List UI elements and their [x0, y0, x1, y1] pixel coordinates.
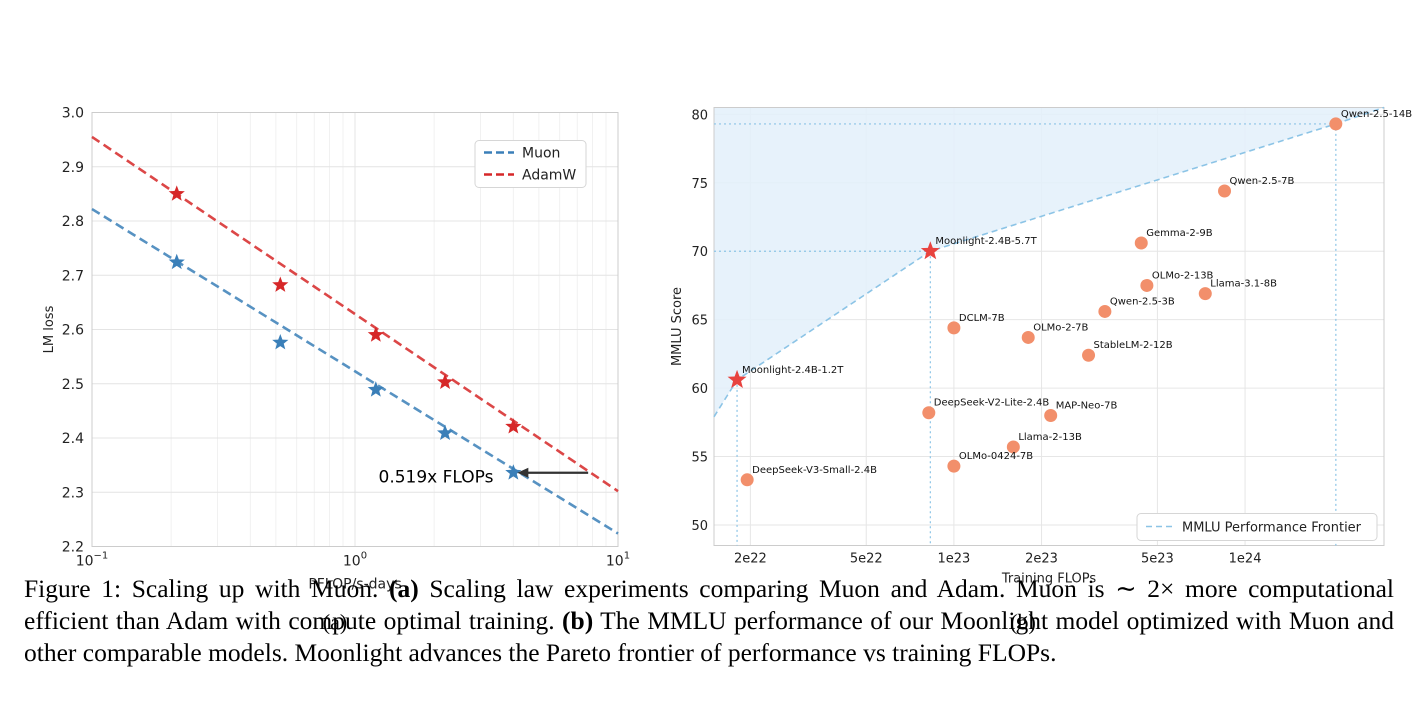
caption-prefix: Figure 1: Scaling up with Muon.	[24, 574, 389, 603]
data-point-adamw	[436, 373, 454, 389]
model-point	[1329, 117, 1343, 131]
legend: Muon AdamW	[474, 140, 587, 188]
x-axis-label: PFLOP/s-days	[308, 577, 401, 593]
x-tick-label: 100	[343, 551, 367, 570]
point-label: Moonlight-2.4B-5.7T	[935, 236, 1037, 247]
legend-label-frontier: MMLU Performance Frontier	[1182, 521, 1362, 536]
point-label: OLMo-2-7B	[1033, 322, 1088, 333]
model-point	[1021, 330, 1035, 344]
moonlight-star-point	[727, 369, 747, 388]
point-label: Moonlight-2.4B-1.2T	[742, 365, 844, 376]
point-label: OLMo-2-13B	[1152, 270, 1214, 281]
y-tick-label: 3.0	[62, 106, 84, 122]
caption-approx: ∼ 2×	[1115, 574, 1175, 603]
caption-a-label: (a)	[388, 574, 419, 603]
caption-a-text2: more computational efficient than Adam w…	[24, 574, 1394, 635]
y-tick-label: 50	[691, 519, 708, 534]
point-label: Llama-3.1-8B	[1210, 279, 1277, 290]
y-tick-label: 80	[691, 108, 708, 123]
data-point-muon	[367, 381, 384, 397]
model-point	[1098, 304, 1112, 318]
y-tick-label: 2.6	[62, 323, 84, 339]
model-point	[1218, 184, 1232, 198]
legend-box	[1136, 513, 1378, 541]
annotation-label: 0.519x FLOPs	[379, 468, 494, 488]
y-tick-label: 2.3	[62, 485, 84, 501]
point-label: DeepSeek-V3-Small-2.4B	[752, 465, 877, 476]
y-tick-label: 2.5	[62, 377, 84, 393]
point-label: StableLM-2-12B	[1094, 340, 1173, 351]
annotation-arrowhead	[517, 467, 529, 478]
y-tick-label: 65	[691, 314, 708, 329]
data-point-adamw	[505, 418, 522, 434]
panel-a-loss-chart: 0.519x FLOPs 2.2 2.3 2.4 2.5 2.6 2.7 2.8 2.9 3.0 1…	[42, 106, 630, 593]
point-label: Qwen-2.5-7B	[1230, 176, 1295, 187]
model-point	[1140, 278, 1154, 292]
data-point-muon	[505, 464, 522, 480]
y-tick-label: 55	[691, 451, 708, 466]
y-tick-label: 75	[691, 177, 708, 192]
y-axis-label: LM loss	[42, 305, 57, 353]
panel-b-label: (b)	[1010, 610, 1036, 635]
caption-a-text: Scaling law experiments comparing Muon a…	[418, 574, 1116, 603]
y-tick-label: 2.4	[62, 431, 84, 447]
y-tick-label: 2.7	[62, 268, 84, 284]
model-point	[947, 321, 961, 335]
model-point	[1198, 287, 1212, 301]
data-point-muon	[436, 424, 454, 440]
point-label: MAP-Neo-7B	[1056, 400, 1118, 411]
plot-frame	[91, 112, 619, 547]
y-tick-label: 60	[691, 382, 708, 397]
point-label: OLMo-0424-7B	[959, 451, 1033, 462]
data-point-adamw	[272, 276, 289, 292]
model-point	[947, 459, 961, 473]
x-tick-label: 2e22	[734, 552, 767, 567]
y-axis-label: MMLU Score	[670, 287, 685, 366]
point-label: Qwen-2.5-3B	[1110, 296, 1175, 307]
x-tick-label: 5e23	[1141, 552, 1174, 567]
point-label: Gemma-2-9B	[1146, 228, 1212, 239]
x-tick-label: 5e22	[850, 552, 883, 567]
frontier-area	[714, 107, 1384, 417]
caption-b-text: The MMLU performance of our Moonlight mo…	[24, 606, 1394, 667]
model-point	[922, 406, 936, 420]
x-tick-label: 2e23	[1025, 552, 1058, 567]
legend-label-adamw: AdamW	[522, 168, 576, 184]
model-point	[1006, 440, 1020, 454]
y-tick-label: 2.2	[62, 540, 84, 556]
x-tick-label: 10−1	[76, 551, 109, 570]
point-label: Qwen-2.5-14B	[1341, 109, 1412, 120]
point-label: DeepSeek-V2-Lite-2.4B	[934, 398, 1050, 409]
x-axis-label: Training FLOPs	[1001, 572, 1097, 587]
data-point-muon	[168, 253, 185, 270]
legend: MMLU Performance Frontier	[1136, 513, 1378, 541]
model-point	[740, 473, 754, 487]
y-tick-label: 2.8	[62, 214, 84, 230]
panel-a-label: (a)	[323, 610, 347, 635]
data-point-muon	[272, 334, 289, 350]
data-point-adamw	[367, 326, 384, 342]
point-label: Llama-2-13B	[1018, 432, 1082, 443]
model-point	[1082, 348, 1096, 362]
data-point-adamw	[168, 185, 185, 201]
point-label: DCLM-7B	[959, 313, 1005, 324]
plot-frame	[713, 107, 1385, 546]
legend-label-muon: Muon	[522, 146, 560, 162]
caption-b-label: (b)	[562, 606, 594, 635]
x-tick-label: 101	[606, 551, 630, 570]
model-point	[1134, 236, 1148, 250]
figure-caption: Figure 1: Scaling up with Muon. (a) Scal…	[24, 573, 1394, 669]
model-point	[1044, 408, 1058, 422]
y-tick-label: 70	[691, 245, 708, 260]
x-tick-label: 1e24	[1229, 552, 1262, 567]
y-tick-label: 2.9	[62, 160, 84, 176]
panel-b-mmlu-chart: Qwen-2.5-14B Qwen-2.5-7B Gemma-2-9B OLMo-2-…	[670, 106, 1412, 587]
x-tick-label: 1e23	[937, 552, 970, 567]
moonlight-star-point	[920, 241, 940, 260]
